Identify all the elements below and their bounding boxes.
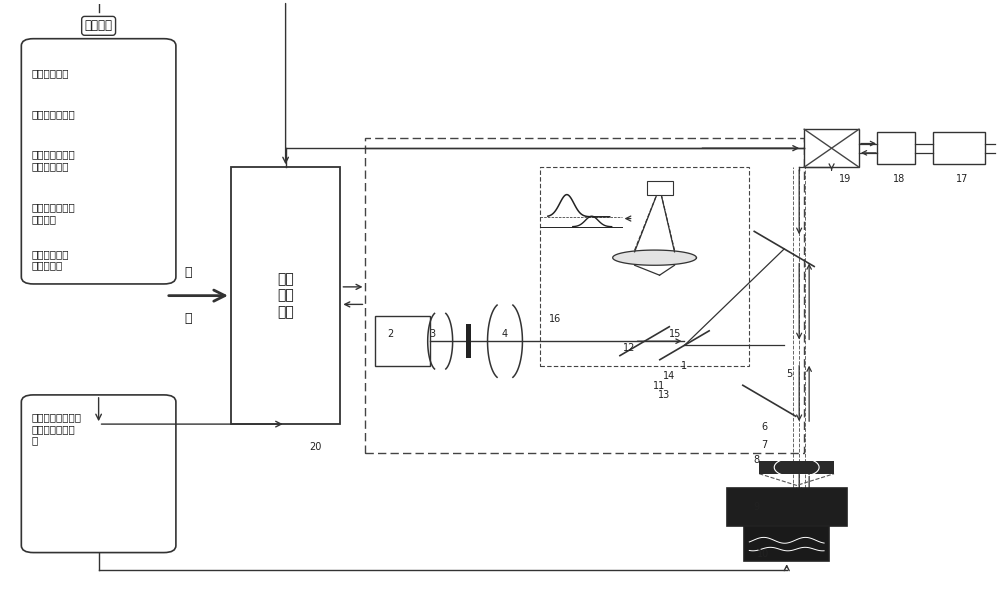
Bar [877,132,915,164]
Text: 7: 7 [761,439,767,449]
Text: 深度
学习
模型: 深度 学习 模型 [277,273,294,319]
Text: 19: 19 [839,174,851,184]
Text: 16: 16 [549,314,561,324]
Polygon shape [613,250,696,265]
Text: 8: 8 [753,455,759,465]
Text: 样品的加工精度、
形态变化监测结
果: 样品的加工精度、 形态变化监测结 果 [31,412,81,446]
FancyBboxPatch shape [21,39,176,284]
Bar [365,138,804,454]
Text: 样品加工过程中
实时轴向位置: 样品加工过程中 实时轴向位置 [31,150,75,171]
Text: 1: 1 [681,360,688,370]
Bar [647,181,673,194]
Text: 4: 4 [502,329,508,339]
Text: 加工后样品形态
性能参数: 加工后样品形态 性能参数 [31,202,75,224]
Text: 13: 13 [658,390,671,400]
Bar [727,488,847,527]
Text: 5: 5 [786,369,792,379]
Text: 样品表面轮廓: 样品表面轮廓 [31,68,69,78]
Text: 15: 15 [669,329,682,339]
Text: 3: 3 [429,329,435,339]
Text: 17: 17 [956,174,968,184]
Text: 18: 18 [893,174,905,184]
Text: 10: 10 [757,549,769,559]
Text: 12: 12 [623,343,636,353]
FancyBboxPatch shape [21,395,176,552]
Text: 训练样本: 训练样本 [85,19,113,32]
Bar [540,167,749,366]
Text: 精密工作台位置: 精密工作台位置 [31,109,75,119]
Text: 飞秒激光时域
和空域参数: 飞秒激光时域 和空域参数 [31,249,69,270]
Text: 14: 14 [663,371,676,381]
Text: 9: 9 [753,502,759,512]
Text: 2: 2 [387,329,393,339]
Text: 练: 练 [184,313,192,326]
Bar [375,316,430,366]
Bar [466,325,471,358]
Bar [804,129,859,167]
Bar [744,527,829,561]
Bar [933,132,985,164]
Text: 训: 训 [184,266,192,279]
Text: 20: 20 [309,442,322,452]
Bar [759,461,834,474]
Text: 11: 11 [653,381,666,391]
Bar [231,167,340,424]
Text: 6: 6 [761,422,767,432]
